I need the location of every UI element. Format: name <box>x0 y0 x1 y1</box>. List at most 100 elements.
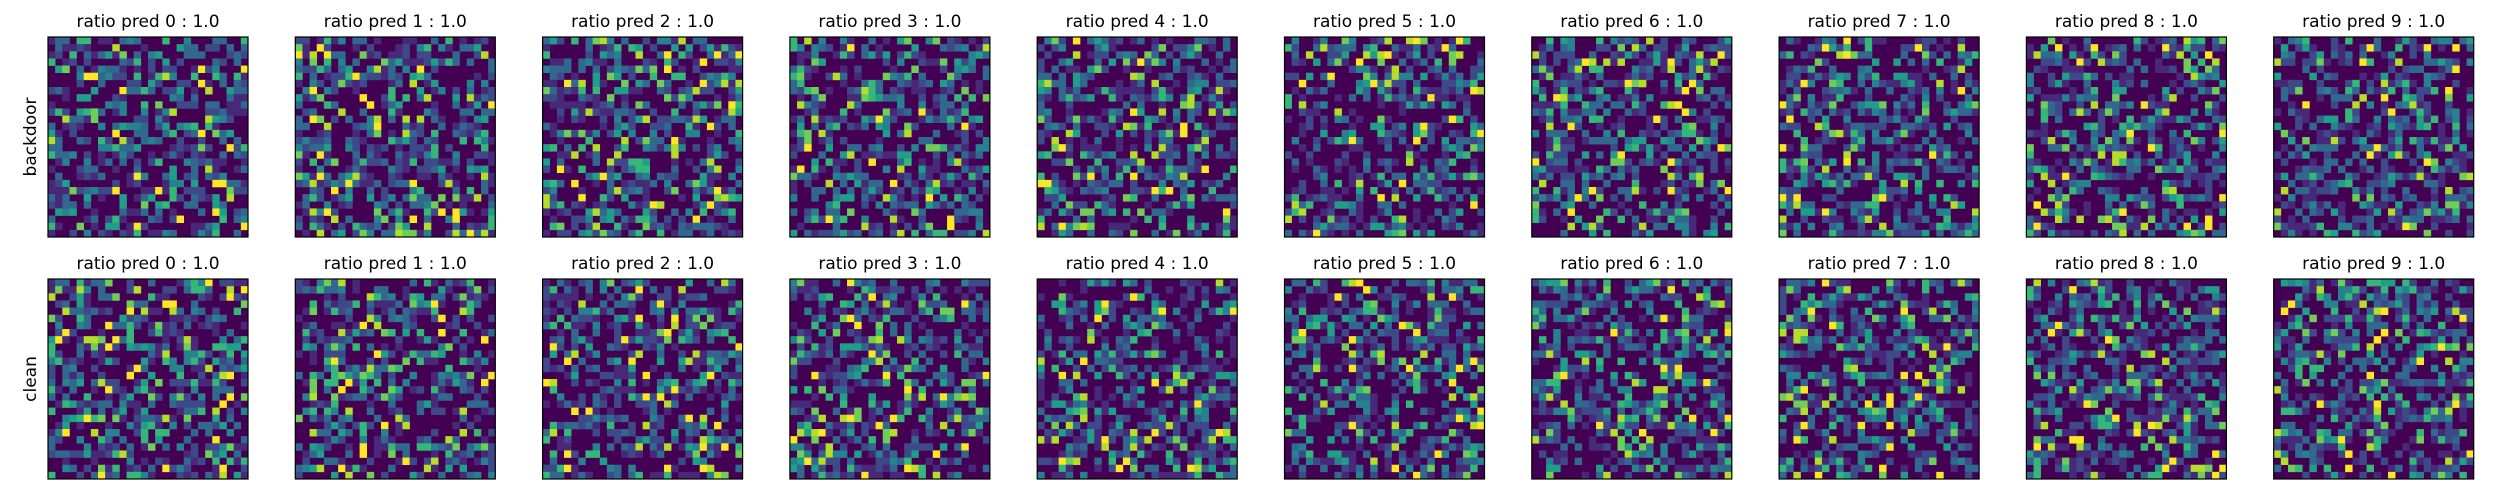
pixel <box>331 51 339 59</box>
pixel <box>1405 158 1414 166</box>
pixel <box>240 293 249 301</box>
pixel <box>1829 215 1837 224</box>
pixel <box>295 79 303 88</box>
pixel <box>176 144 185 152</box>
pixel <box>2280 87 2289 95</box>
pixel <box>549 179 558 188</box>
pixel <box>388 179 396 188</box>
pixel <box>119 51 127 59</box>
pixel <box>1681 37 1690 45</box>
pixel <box>1943 194 1951 202</box>
pixel <box>1681 187 1690 195</box>
pixel <box>2416 165 2425 174</box>
pixel <box>1165 229 1174 238</box>
pixel <box>48 137 56 145</box>
pixel <box>176 464 185 473</box>
pixel <box>452 215 460 224</box>
pixel <box>1703 94 1711 102</box>
pixel <box>585 108 593 116</box>
pixel <box>1305 229 1314 238</box>
pixel <box>1122 58 1131 66</box>
pixel <box>316 65 325 74</box>
pixel <box>868 79 876 88</box>
pixel <box>2212 158 2220 166</box>
pixel <box>954 44 962 52</box>
pixel <box>1051 194 1059 202</box>
pixel <box>2169 37 2177 45</box>
pixel <box>373 72 382 81</box>
pixel <box>621 137 629 145</box>
pixel <box>112 101 120 109</box>
pixel <box>847 194 855 202</box>
pixel <box>190 471 199 480</box>
pixel <box>112 343 120 351</box>
pixel <box>1327 58 1335 66</box>
pixel <box>818 101 826 109</box>
pixel <box>649 144 658 152</box>
pixel <box>699 115 708 124</box>
pixel <box>2387 122 2396 131</box>
pixel <box>982 65 991 74</box>
pixel <box>176 194 185 202</box>
pixel <box>656 122 665 131</box>
pixel <box>1546 108 1554 116</box>
pixel <box>2112 215 2120 224</box>
pixel <box>882 94 891 102</box>
pixel <box>1971 172 1980 181</box>
pixel <box>83 300 92 308</box>
pixel <box>706 179 715 188</box>
pixel <box>1546 101 1554 109</box>
pixel <box>55 314 63 323</box>
pixel <box>1907 94 1916 102</box>
pixel <box>1320 194 1328 202</box>
pixel <box>205 79 213 88</box>
pixel <box>2176 44 2184 52</box>
pixel <box>1900 122 1908 131</box>
pixel <box>126 314 135 323</box>
pixel <box>1101 37 1109 45</box>
pixel <box>2133 58 2141 66</box>
pixel <box>162 87 170 95</box>
pixel <box>183 172 192 181</box>
pixel <box>416 329 425 337</box>
pixel <box>431 158 439 166</box>
pixel <box>2033 51 2041 59</box>
pixel <box>2316 165 2325 174</box>
pixel <box>1144 115 1152 124</box>
pixel <box>2280 172 2289 181</box>
pixel <box>126 87 135 95</box>
pixel <box>1603 179 1611 188</box>
pixel <box>302 321 310 330</box>
pixel <box>69 151 77 159</box>
pixel <box>1843 151 1851 159</box>
pixel <box>155 436 163 444</box>
pixel <box>2069 87 2077 95</box>
pixel <box>140 421 149 430</box>
pixel <box>621 179 629 188</box>
pixel <box>233 151 242 159</box>
pixel <box>2430 72 2439 81</box>
pixel <box>1681 229 1690 238</box>
pixel <box>190 350 199 358</box>
pixel <box>2183 194 2191 202</box>
pixel <box>323 137 332 145</box>
pixel <box>366 65 375 74</box>
pixel <box>395 137 403 145</box>
pixel <box>2430 158 2439 166</box>
pixel <box>2183 158 2191 166</box>
pixel <box>198 144 206 152</box>
pixel <box>83 158 92 166</box>
pixel <box>409 122 418 131</box>
pixel <box>1208 179 1217 188</box>
pixel <box>416 129 425 138</box>
pixel <box>2119 201 2127 209</box>
pixel <box>1037 65 1045 74</box>
pixel <box>1072 172 1081 181</box>
pixel <box>2295 208 2303 216</box>
pixel <box>1681 51 1690 59</box>
pixel <box>1779 158 1787 166</box>
pixel <box>556 222 565 231</box>
pixel <box>488 87 496 95</box>
pixel <box>1703 137 1711 145</box>
pixel <box>1843 129 1851 138</box>
